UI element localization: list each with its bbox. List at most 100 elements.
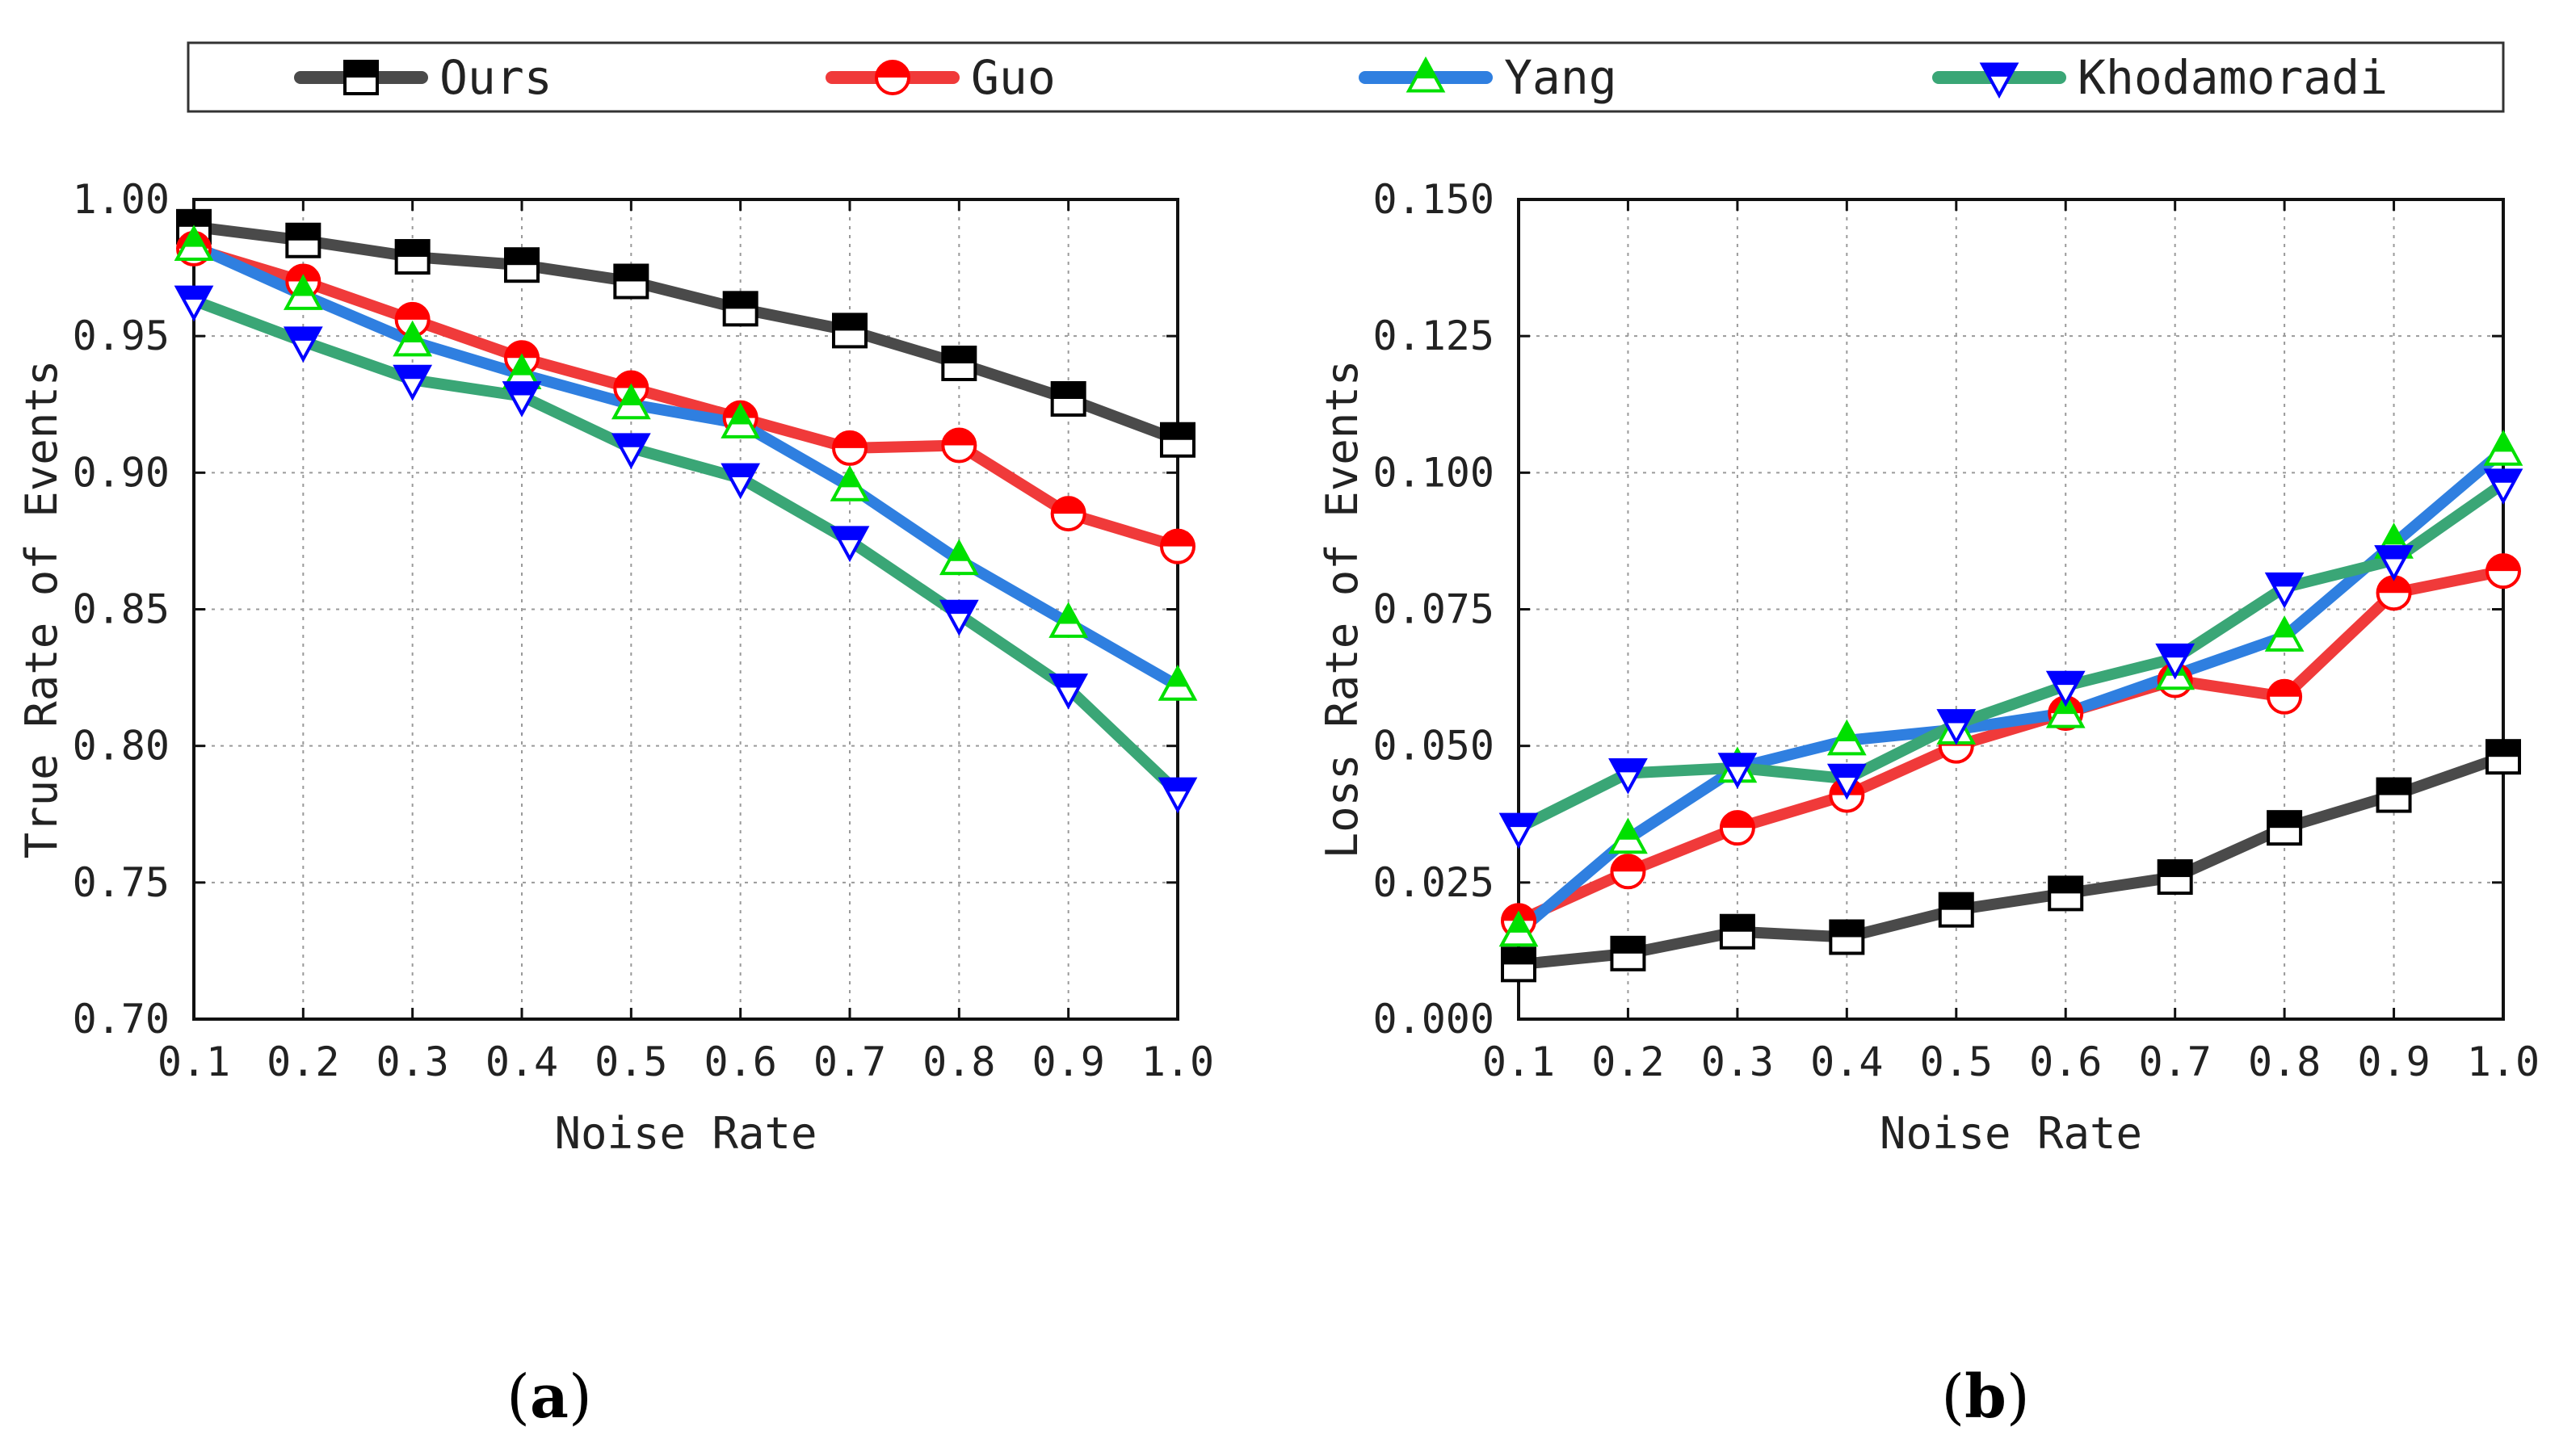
legend-marker-triangle-down xyxy=(1979,62,2019,99)
x-tick-label: 0.2 xyxy=(1591,1039,1664,1085)
x-tick-label: 0.7 xyxy=(813,1039,886,1085)
data-point xyxy=(832,430,868,466)
data-point xyxy=(2048,875,2084,912)
x-tick-label: 0.1 xyxy=(158,1039,230,1085)
data-point xyxy=(1050,380,1086,417)
data-point xyxy=(393,320,433,357)
y-axis-label: Loss Rate of Events xyxy=(1317,360,1368,859)
data-point xyxy=(1158,777,1198,814)
data-point xyxy=(1498,812,1539,850)
data-point xyxy=(1829,919,1865,955)
x-tick-label: 0.6 xyxy=(2029,1039,2102,1085)
y-tick-label: 0.150 xyxy=(1372,176,1494,223)
y-tick-label: 0.95 xyxy=(73,313,170,359)
markers-ours xyxy=(1501,739,2521,983)
data-point xyxy=(721,463,761,500)
data-point xyxy=(1160,528,1195,564)
legend-marker-square xyxy=(343,60,379,95)
series-line xyxy=(188,220,1183,446)
data-point xyxy=(394,301,431,338)
data-point xyxy=(2485,553,2521,590)
series-khodamoradi xyxy=(188,295,1183,799)
data-point xyxy=(2157,859,2193,896)
data-point xyxy=(1610,935,1646,971)
y-axis-label: True Rate of Events xyxy=(16,360,67,859)
y-tick-label: 0.85 xyxy=(73,586,170,633)
panel-label-close: ) xyxy=(2006,1362,2030,1432)
y-tick-label: 0.125 xyxy=(1372,313,1494,359)
panel-b: 0.1 0.2 0.3 0.4 0.5 0.6 0.7 0.8 0.9 1.0 0.000 0.025… xyxy=(1317,176,2540,1432)
data-point xyxy=(1826,763,1867,800)
x-axis-label: Noise Rate xyxy=(1880,1108,2142,1159)
data-point xyxy=(504,247,540,283)
data-point xyxy=(1719,913,1755,950)
x-tick-label: 0.2 xyxy=(267,1039,339,1085)
legend-marker-triangle-up xyxy=(1406,56,1446,93)
series-group xyxy=(174,208,1198,814)
data-point xyxy=(830,465,870,501)
data-point xyxy=(283,326,323,363)
data-point xyxy=(611,383,651,420)
x-tick-label: 0.3 xyxy=(376,1039,449,1085)
x-tick-label: 1.0 xyxy=(2467,1039,2540,1085)
panel-label: (a) xyxy=(506,1362,592,1432)
legend-label: Khodamoradi xyxy=(2078,50,2388,105)
series-yang xyxy=(188,240,1183,692)
data-point xyxy=(1498,910,1539,947)
markers-yang xyxy=(1498,430,2523,947)
data-point xyxy=(830,526,870,563)
series-group xyxy=(1498,430,2523,983)
panel-label-letter: a xyxy=(530,1362,569,1432)
data-point xyxy=(174,224,214,262)
data-point xyxy=(1936,709,1977,745)
data-point xyxy=(941,427,977,464)
legend-label: Guo xyxy=(971,50,1056,105)
x-tick-label: 0.7 xyxy=(2139,1039,2212,1085)
data-point xyxy=(393,364,433,401)
data-point xyxy=(1719,810,1755,846)
panel-label: (b) xyxy=(1941,1362,2030,1432)
panel-label-letter: b xyxy=(1964,1362,2006,1432)
series-line xyxy=(188,242,1183,552)
y-tick-label: 0.000 xyxy=(1372,996,1494,1043)
data-point xyxy=(2485,739,2521,775)
data-point xyxy=(2376,575,2412,611)
y-tick-label: 0.075 xyxy=(1372,586,1494,633)
series-yang xyxy=(1513,445,2509,938)
x-tick-label: 0.9 xyxy=(2357,1039,2430,1085)
panel-a: 0.1 0.2 0.3 0.4 0.5 0.6 0.7 0.8 0.9 1.0 0.70 0.75 0.… xyxy=(16,176,1214,1432)
panel-label-open: ( xyxy=(1941,1362,1964,1432)
y-tick-label: 0.100 xyxy=(1372,449,1494,496)
series-khodamoradi xyxy=(1513,477,2509,834)
data-point xyxy=(722,291,758,327)
data-point xyxy=(1826,719,1867,756)
series-ours xyxy=(188,220,1183,446)
x-tick-label: 0.4 xyxy=(485,1039,558,1085)
series-line xyxy=(1513,751,2509,971)
data-point xyxy=(285,222,321,258)
markers-khodamoradi xyxy=(174,285,1198,814)
x-tick-label: 0.8 xyxy=(922,1039,995,1085)
data-point xyxy=(939,539,979,576)
x-tick-label: 0.1 xyxy=(1482,1039,1555,1085)
data-point xyxy=(2267,678,2303,715)
y-tick-label: 0.025 xyxy=(1372,859,1494,906)
y-tick-label: 0.050 xyxy=(1372,723,1494,770)
legend-item-khodamoradi: Khodamoradi xyxy=(1932,50,2388,105)
data-point xyxy=(2155,643,2196,680)
data-point xyxy=(613,263,649,300)
data-point xyxy=(2264,615,2305,652)
series-ours xyxy=(1513,751,2509,971)
data-point xyxy=(941,346,977,381)
series-line xyxy=(1513,445,2509,938)
legend-item-ours: Ours xyxy=(294,50,553,105)
data-point xyxy=(394,239,431,275)
data-point xyxy=(2483,468,2523,506)
series-line xyxy=(1513,565,2509,927)
legend-marker-circle xyxy=(875,60,910,95)
data-point xyxy=(1048,673,1089,710)
panel-label-open: ( xyxy=(506,1362,530,1432)
data-point xyxy=(1158,665,1198,701)
legend-label: Yang xyxy=(1504,50,1617,105)
